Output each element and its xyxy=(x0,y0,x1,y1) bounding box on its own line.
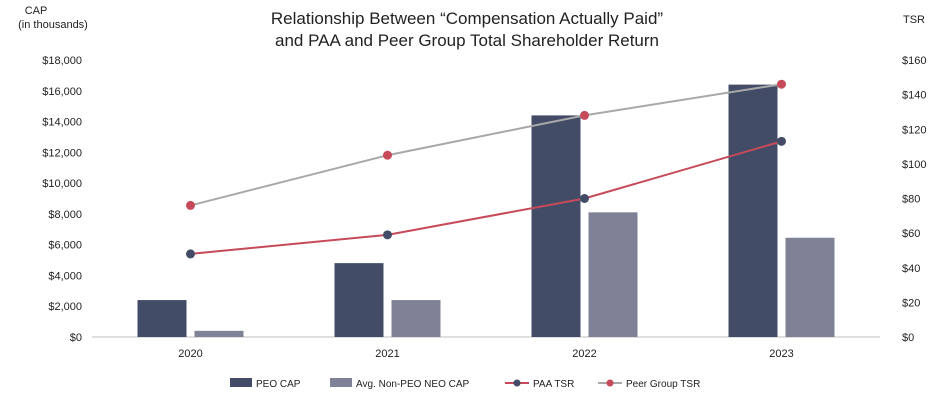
bar-peo-cap xyxy=(334,263,384,337)
x-tick-label: 2020 xyxy=(178,348,202,360)
bar-peo-cap xyxy=(531,115,581,338)
bar-avg-non-peo-neo-cap xyxy=(785,237,835,337)
point-paa-tsr xyxy=(777,136,786,146)
right-tick-label: $160 xyxy=(902,55,926,67)
left-axis-title-line-1: CAP xyxy=(25,5,48,17)
bar-peo-cap xyxy=(728,84,778,337)
line-paa-tsr xyxy=(190,140,782,255)
left-tick-label: $8,000 xyxy=(48,209,82,221)
lines xyxy=(186,79,786,259)
x-tick-label: 2023 xyxy=(769,348,793,360)
right-tick-label: $40 xyxy=(902,263,920,275)
legend-label-paa-tsr: PAA TSR xyxy=(533,379,574,390)
bar-avg-non-peo-neo-cap xyxy=(194,330,244,337)
chart-title: Relationship Between “Compensation Actua… xyxy=(271,9,664,50)
legend-label-peo-cap: PEO CAP xyxy=(256,379,301,390)
bar-avg-non-peo-neo-cap xyxy=(391,300,441,337)
right-tick-label: $120 xyxy=(902,124,926,136)
point-paa-tsr xyxy=(580,194,589,203)
bars xyxy=(137,84,835,338)
right-tick-label: $140 xyxy=(902,90,926,102)
point-peer-group-tsr xyxy=(186,200,195,210)
x-tick-label: 2021 xyxy=(375,348,399,360)
point-peer-group-tsr xyxy=(580,110,589,120)
bar-peo-cap xyxy=(137,300,187,337)
left-tick-label: $2,000 xyxy=(48,301,82,313)
point-peer-group-tsr xyxy=(383,150,392,160)
chart-title-line-2: and PAA and Peer Group Total Shareholder… xyxy=(275,31,659,50)
right-tick-label: $20 xyxy=(902,297,920,309)
point-paa-tsr xyxy=(186,249,195,259)
left-tick-label: $10,000 xyxy=(42,178,82,190)
right-tick-label: $0 xyxy=(902,332,914,344)
right-axis-title: TSR xyxy=(903,14,925,26)
point-peer-group-tsr xyxy=(777,79,786,89)
right-tick-label: $60 xyxy=(902,228,920,240)
x-tick-label: 2022 xyxy=(572,348,596,360)
line-peer-group-tsr xyxy=(190,83,782,207)
left-tick-label: $14,000 xyxy=(42,117,82,129)
left-tick-label: $4,000 xyxy=(48,270,82,282)
legend-label-avg-non-peo-neo-cap: Avg. Non-PEO NEO CAP xyxy=(356,379,470,390)
legend-swatch-peo-cap xyxy=(230,378,252,387)
x-axis-ticks: 2020 2021 2022 2023 xyxy=(178,348,793,360)
point-paa-tsr xyxy=(383,230,392,240)
legend-marker-paa-tsr xyxy=(513,379,521,387)
chart-title-line-1: Relationship Between “Compensation Actua… xyxy=(271,9,664,28)
right-axis-ticks: $0 $20 $40 $60 $80 $100 $120 $140 $160 xyxy=(902,55,926,344)
legend: PEO CAP Avg. Non-PEO NEO CAP PAA TSR Peer G… xyxy=(230,378,700,390)
left-tick-label: $12,000 xyxy=(42,147,82,159)
left-tick-label: $18,000 xyxy=(42,55,82,67)
legend-swatch-avg-non-peo-neo-cap xyxy=(330,378,352,387)
left-axis-ticks: $0 $2,000 $4,000 $6,000 $8,000 $10,000 $12,000… xyxy=(42,55,82,344)
legend-marker-peer-group-tsr xyxy=(606,379,614,387)
left-tick-label: $6,000 xyxy=(48,240,82,252)
right-tick-label: $100 xyxy=(902,159,926,171)
bar-avg-non-peo-neo-cap xyxy=(588,212,638,337)
legend-label-peer-group-tsr: Peer Group TSR xyxy=(626,379,700,390)
right-tick-label: $80 xyxy=(902,194,920,206)
left-axis-title-line-2: (in thousands) xyxy=(18,19,88,31)
left-tick-label: $16,000 xyxy=(42,86,82,98)
left-tick-label: $0 xyxy=(70,332,82,344)
